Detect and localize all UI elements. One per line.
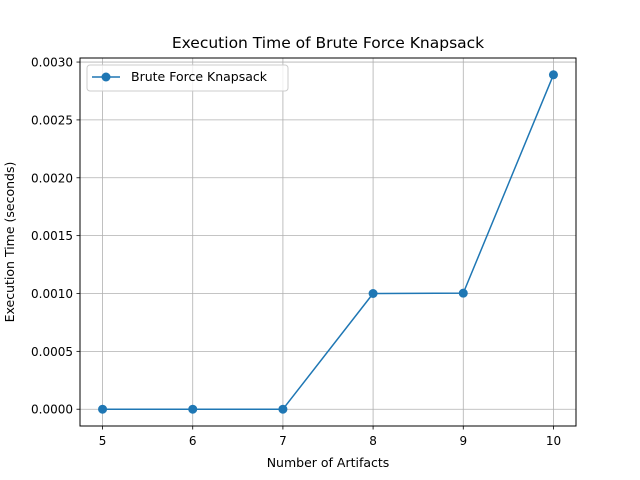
data-point-marker bbox=[548, 70, 558, 80]
x-axis-label: Number of Artifacts bbox=[267, 455, 390, 470]
chart-title: Execution Time of Brute Force Knapsack bbox=[172, 34, 484, 52]
x-tick-label: 5 bbox=[99, 434, 107, 448]
legend-box bbox=[86, 64, 289, 92]
data-point-marker bbox=[188, 404, 198, 414]
y-axis-label: Execution Time (seconds) bbox=[2, 162, 17, 323]
grid-lines bbox=[80, 58, 576, 426]
x-tick-label: 6 bbox=[189, 434, 197, 448]
y-axis-ticks: 0.0000 0.0005 0.0010 0.0015 0.0020 0.0025 0.00… bbox=[31, 56, 80, 417]
y-tick-label: 0.0025 bbox=[31, 113, 73, 127]
y-tick-label: 0.0030 bbox=[31, 56, 73, 70]
plot-area-frame bbox=[79, 57, 577, 427]
data-point-marker bbox=[278, 404, 288, 414]
x-tick-label: 9 bbox=[459, 434, 467, 448]
series-line bbox=[98, 70, 558, 414]
y-tick-label: 0.0015 bbox=[31, 229, 73, 243]
legend-label: Brute Force Knapsack bbox=[131, 69, 268, 84]
legend-marker-swatch bbox=[101, 72, 111, 82]
data-point-marker bbox=[98, 404, 108, 414]
series-polyline bbox=[102, 74, 555, 410]
x-tick-label: 7 bbox=[279, 434, 287, 448]
x-tick-label: 10 bbox=[546, 434, 561, 448]
data-point-marker bbox=[368, 288, 378, 298]
y-tick-label: 0.0010 bbox=[31, 287, 73, 301]
x-tick-label: 8 bbox=[369, 434, 377, 448]
x-axis-ticks: 5 6 7 8 9 10 bbox=[99, 426, 561, 448]
legend: Brute Force Knapsack bbox=[86, 64, 289, 92]
y-tick-label: 0.0000 bbox=[31, 403, 73, 417]
y-tick-label: 0.0005 bbox=[31, 345, 73, 359]
y-tick-label: 0.0020 bbox=[31, 171, 73, 185]
data-point-marker bbox=[458, 288, 468, 298]
